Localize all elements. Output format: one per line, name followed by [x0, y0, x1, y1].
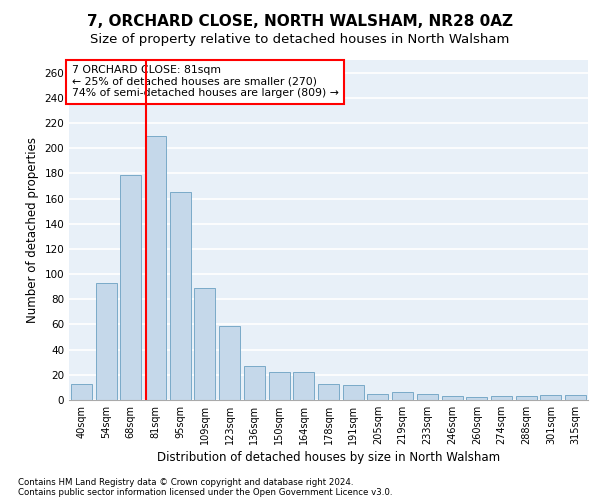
Bar	[219, 326, 240, 400]
Bar	[95, 283, 116, 400]
Text: 7, ORCHARD CLOSE, NORTH WALSHAM, NR28 0AZ: 7, ORCHARD CLOSE, NORTH WALSHAM, NR28 0A…	[87, 14, 513, 29]
Bar	[442, 396, 463, 400]
Text: Contains HM Land Registry data © Crown copyright and database right 2024.: Contains HM Land Registry data © Crown c…	[18, 478, 353, 487]
Bar	[565, 395, 586, 400]
X-axis label: Distribution of detached houses by size in North Walsham: Distribution of detached houses by size …	[157, 451, 500, 464]
Bar	[244, 366, 265, 400]
Bar	[71, 384, 92, 400]
Bar	[269, 372, 290, 400]
Text: Contains public sector information licensed under the Open Government Licence v3: Contains public sector information licen…	[18, 488, 392, 497]
Bar	[170, 192, 191, 400]
Y-axis label: Number of detached properties: Number of detached properties	[26, 137, 39, 323]
Bar	[194, 288, 215, 400]
Bar	[541, 395, 562, 400]
Bar	[120, 174, 141, 400]
Text: Size of property relative to detached houses in North Walsham: Size of property relative to detached ho…	[91, 32, 509, 46]
Bar	[516, 396, 537, 400]
Bar	[417, 394, 438, 400]
Bar	[343, 385, 364, 400]
Bar	[318, 384, 339, 400]
Bar	[367, 394, 388, 400]
Bar	[491, 396, 512, 400]
Bar	[145, 136, 166, 400]
Bar	[293, 372, 314, 400]
Bar	[392, 392, 413, 400]
Text: 7 ORCHARD CLOSE: 81sqm
← 25% of detached houses are smaller (270)
74% of semi-de: 7 ORCHARD CLOSE: 81sqm ← 25% of detached…	[71, 65, 338, 98]
Bar	[466, 398, 487, 400]
